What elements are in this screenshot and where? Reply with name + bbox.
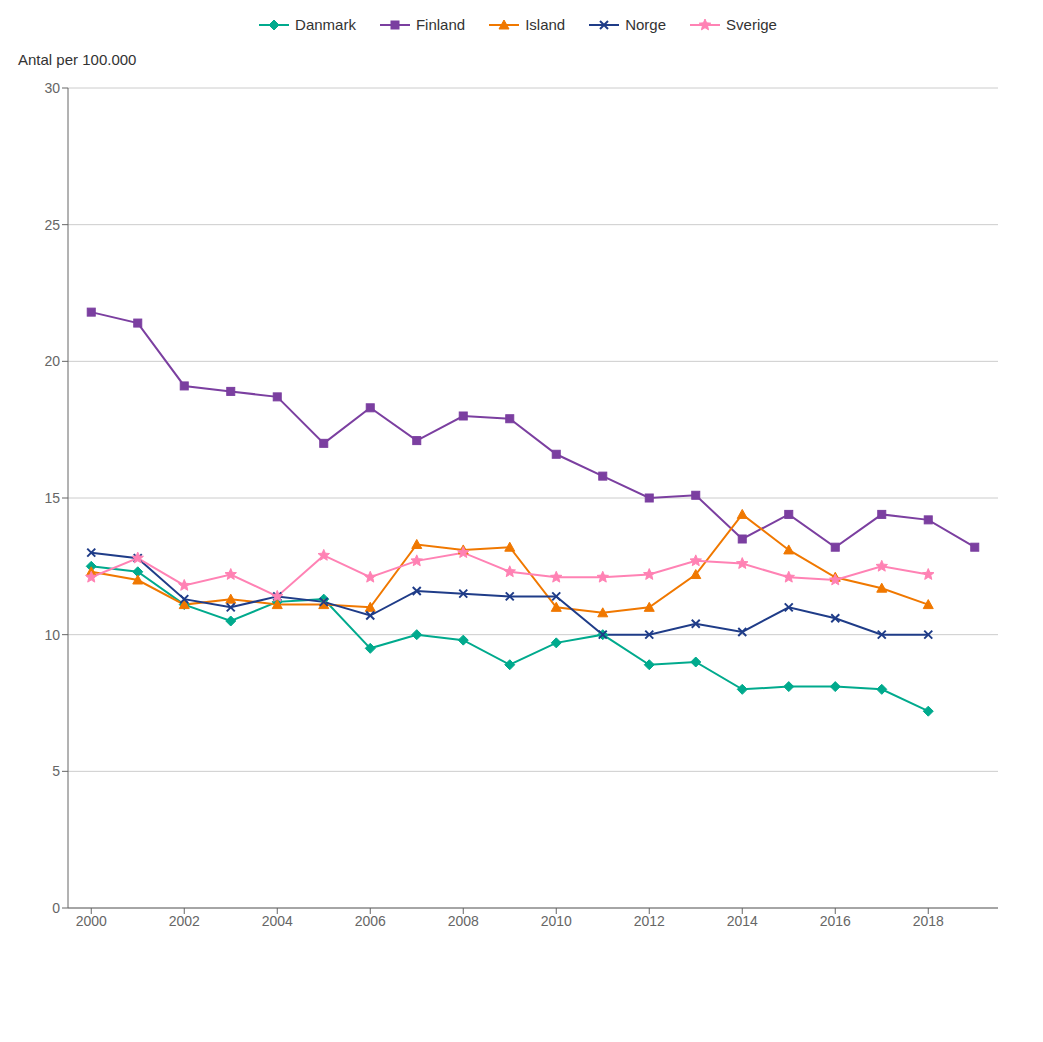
html-text:Norge: Norge: [625, 16, 666, 33]
html-text:Sverige: Sverige: [726, 16, 777, 33]
svg-text:2014: 2014: [727, 913, 758, 929]
svg-text:2012: 2012: [634, 913, 665, 929]
html-text:Island: Island: [525, 16, 566, 33]
svg-text:0: 0: [52, 900, 60, 916]
svg-text:2016: 2016: [820, 913, 851, 929]
html-text:Finland: Finland: [416, 16, 466, 33]
svg-text:2000: 2000: [76, 913, 107, 929]
svg-text:15: 15: [44, 490, 60, 506]
svg-text:20: 20: [44, 353, 60, 369]
svg-text:2006: 2006: [355, 913, 386, 929]
svg-text:2002: 2002: [169, 913, 200, 929]
svg-text:2004: 2004: [262, 913, 293, 929]
svg-text:10: 10: [44, 627, 60, 643]
svg-text:5: 5: [52, 763, 60, 779]
svg-text:2018: 2018: [913, 913, 944, 929]
svg-text:25: 25: [44, 217, 60, 233]
html-text:Antal per 100.000: Antal per 100.000: [18, 51, 137, 68]
html-text:Danmark: Danmark: [295, 16, 356, 33]
svg-text:2008: 2008: [448, 913, 479, 929]
svg-text:2010: 2010: [541, 913, 572, 929]
svg-text:30: 30: [44, 80, 60, 96]
